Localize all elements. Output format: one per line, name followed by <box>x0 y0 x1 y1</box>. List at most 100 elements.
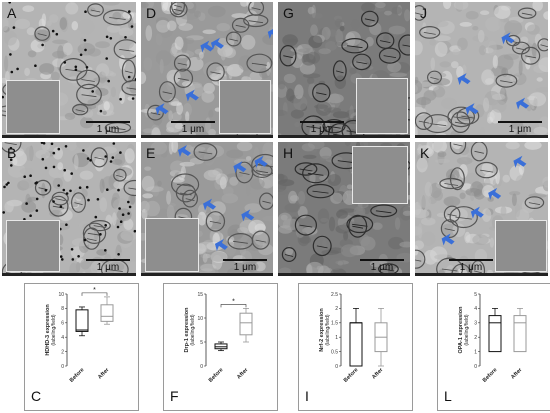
y-tick-label: 2 <box>474 335 477 341</box>
y-tick-label: 6 <box>61 321 64 327</box>
y-axis-label: Nrf-2 expression <box>319 308 325 352</box>
micrograph-panel-j: J 1 μm <box>415 2 548 138</box>
x-category-label: Before <box>343 367 360 384</box>
y-tick-label: 5 <box>474 292 477 298</box>
y-tick-label: 3 <box>474 321 477 327</box>
scale-bar: 1 μm <box>223 259 267 273</box>
scale-bar-text: 1 μm <box>459 262 483 273</box>
image-strip <box>2 273 136 276</box>
image-strip <box>2 135 136 138</box>
y-tick-label: 10 <box>58 292 64 298</box>
panel-label: L <box>444 388 452 404</box>
scale-bar-text: 1 μm <box>233 262 257 273</box>
y-tick-label: 4 <box>474 306 477 312</box>
y-tick-label: 4 <box>61 335 64 341</box>
x-category-label: After <box>236 367 250 381</box>
image-strip <box>141 135 273 138</box>
y-tick-label: 0 <box>200 364 203 370</box>
y-axis-label: Drp-1 expression <box>184 307 190 353</box>
panel-label: E <box>146 145 156 161</box>
y-axis-unit: (labeling/field) <box>464 314 470 345</box>
y-tick-label: 0 <box>474 364 477 370</box>
panel-label: F <box>170 388 179 404</box>
panel-label: J <box>420 5 427 21</box>
boxplot-svg: 0 0.5 1 1.5 2 2.5 Nrf-2 expression (labeling/fi… <box>319 292 388 384</box>
micrograph-inset <box>356 78 408 134</box>
y-tick-label: 15 <box>197 292 203 298</box>
significance-bracket <box>81 292 108 296</box>
boxplot-svg: 0 2 4 6 8 10 HDHD-3 expression (labeling/field)… <box>45 287 114 384</box>
panel-label: I <box>305 388 309 404</box>
x-category-label: Before <box>482 367 499 384</box>
micrograph-panel-g: G 1 μm <box>278 2 410 138</box>
panel-label: H <box>283 145 294 161</box>
y-tick-label: 2 <box>335 306 338 312</box>
panel-label: K <box>420 145 430 161</box>
box-iqr <box>349 322 363 367</box>
box-iqr <box>513 315 527 353</box>
y-tick-label: 8 <box>61 306 64 312</box>
y-tick-label: 0 <box>335 364 338 370</box>
box-iqr <box>100 304 114 322</box>
y-tick-label: 2 <box>61 349 64 355</box>
scale-bar-text: 1 μm <box>508 124 532 135</box>
image-strip <box>278 135 410 138</box>
scale-bar: 1 μm <box>360 259 404 273</box>
boxplot-chart-f: 0 5 10 15 Drp-1 expression (labeling/field) Be… <box>163 283 278 411</box>
micrograph-inset <box>219 80 271 134</box>
x-category-label: Before <box>208 367 225 384</box>
micrograph-panel-b: B 1 μm <box>2 142 136 276</box>
x-category-label: After <box>97 367 111 381</box>
panel-label: B <box>7 145 17 161</box>
y-axis-label: HDHD-3 expression <box>45 304 51 356</box>
scale-bar: 1 μm <box>498 121 542 135</box>
scale-bar: 1 μm <box>171 121 215 135</box>
scale-bar: 1 μm <box>86 259 130 273</box>
y-axis-unit: (labeling/field) <box>51 314 57 345</box>
micrograph-inset <box>495 220 547 272</box>
y-tick-label: 1 <box>474 349 477 355</box>
image-strip <box>415 135 548 138</box>
scale-bar: 1 μm <box>300 121 344 135</box>
panel-label: G <box>283 5 294 21</box>
y-tick-label: 10 <box>197 316 203 322</box>
significance-star: * <box>93 287 96 294</box>
boxplot-chart-l: 0 1 2 3 4 5 OPA-1 expression (labeling/field) Be… <box>437 283 550 411</box>
micrograph-panel-h: H 1 μm <box>278 142 410 276</box>
significance-bracket <box>220 304 247 308</box>
panel-label: D <box>146 5 157 21</box>
x-category-label: After <box>371 367 385 381</box>
significance-star: * <box>232 298 235 305</box>
box-iqr <box>75 309 89 332</box>
box-iqr <box>488 315 502 353</box>
scale-bar-text: 1 μm <box>96 124 120 135</box>
micrograph-panel-k: K 1 μm <box>415 142 548 276</box>
scale-bar-text: 1 μm <box>370 262 394 273</box>
micrograph-inset <box>6 80 60 134</box>
y-tick-label: 1.5 <box>331 321 338 327</box>
micrograph-inset <box>352 146 408 204</box>
micrograph-inset <box>6 220 60 272</box>
image-strip <box>141 273 273 276</box>
scale-bar-text: 1 μm <box>310 124 334 135</box>
scale-bar: 1 μm <box>86 121 130 135</box>
x-category-label: After <box>510 367 524 381</box>
y-axis-unit: (labeling/field) <box>325 314 331 345</box>
y-axis-unit: (labeling/field) <box>190 314 196 345</box>
y-tick-label: 5 <box>200 340 203 346</box>
scale-bar-text: 1 μm <box>96 262 120 273</box>
y-axis-label: OPA-1 expression <box>458 306 464 354</box>
image-strip <box>415 273 548 276</box>
image-strip <box>278 273 410 276</box>
scale-bar: 1 μm <box>449 259 493 273</box>
y-tick-label: 2.5 <box>331 292 338 298</box>
x-category-label: Before <box>69 367 86 384</box>
micrograph-panel-e: E 1 μm <box>141 142 273 276</box>
micrograph-panel-a: A 1 μm <box>2 2 136 138</box>
boxplot-chart-i: 0 0.5 1 1.5 2 2.5 Nrf-2 expression (labeling/fi… <box>298 283 413 411</box>
boxplot-svg: 0 1 2 3 4 5 OPA-1 expression (labeling/field) Be… <box>458 292 527 384</box>
boxplot-svg: 0 5 10 15 Drp-1 expression (labeling/field) Be… <box>184 292 253 384</box>
boxplot-chart-c: 0 2 4 6 8 10 HDHD-3 expression (labeling/field)… <box>24 283 139 411</box>
panel-label: A <box>7 5 17 21</box>
micrograph-inset <box>145 218 199 272</box>
